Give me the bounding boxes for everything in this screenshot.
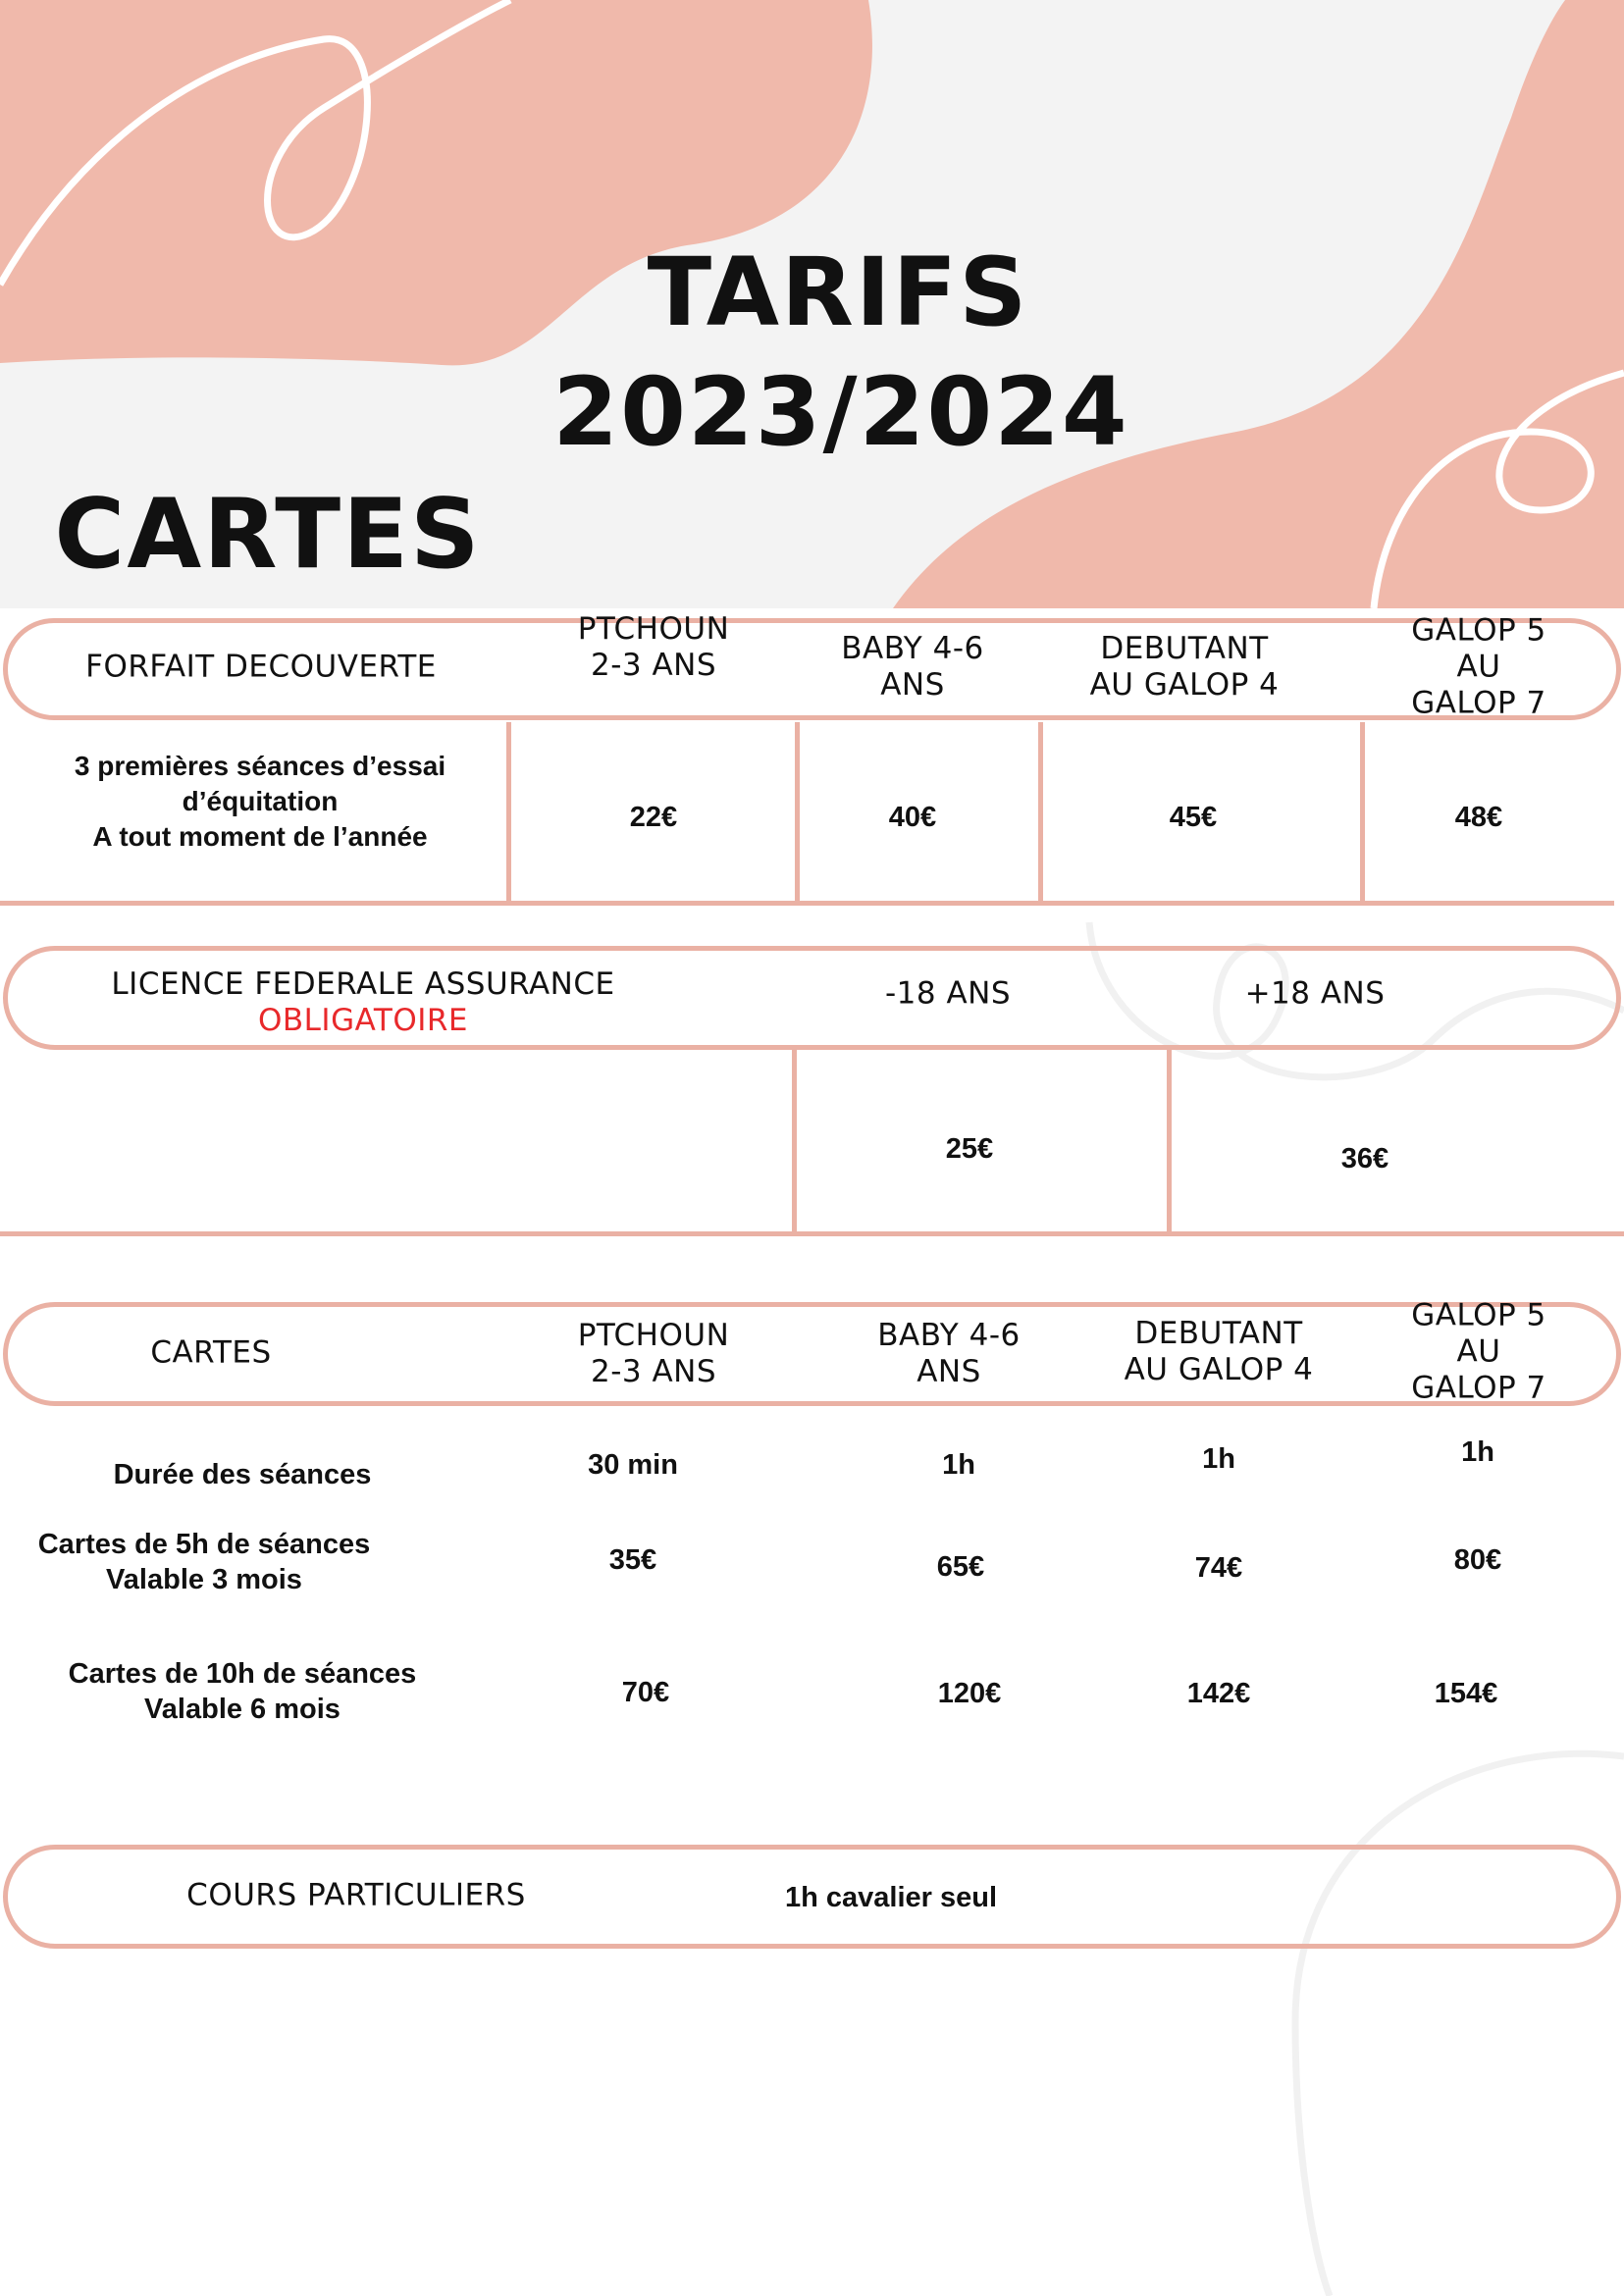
divider (792, 1050, 797, 1231)
cours-label: COURS PARTICULIERS (186, 1877, 526, 1913)
carte10-galop: 154€ (1434, 1678, 1498, 1709)
cartes-col-baby: BABY 4-6 ANS (877, 1318, 1021, 1389)
licence-price-over18: 36€ (1340, 1143, 1389, 1174)
forfait-col-galop: GALOP 5 AU GALOP 7 (1411, 612, 1546, 721)
cours-pill (3, 1845, 1621, 1949)
carte5-baby: 65€ (936, 1551, 985, 1583)
forfait-description: 3 premières séances d’essai d’équitation A… (74, 751, 446, 852)
duree-galop: 1h (1461, 1436, 1494, 1468)
cartes-label: CARTES (150, 1334, 272, 1371)
licence-header-pill (3, 946, 1621, 1050)
top-left-blob (0, 0, 872, 366)
cartes-header-pill (3, 1302, 1621, 1406)
forfait-label: FORFAIT DECOUVERTE (85, 649, 437, 685)
swirl-top-left (0, 0, 512, 287)
price-baby: 40€ (888, 802, 937, 833)
top-right-blob (893, 0, 1624, 608)
faint-swirl-bottom (1291, 1749, 1624, 2296)
row-label-carte-10h: Cartes de 10h de séances Valable 6 mois (68, 1658, 417, 1725)
required-label: OBLIGATOIRE (257, 1003, 469, 1038)
divider (506, 722, 511, 904)
forfait-col-debutant: DEBUTANT AU GALOP 4 (1089, 631, 1280, 703)
row-label-carte-5h: Cartes de 5h de séances Valable 3 mois (37, 1529, 371, 1595)
page-title: TARIFS (647, 237, 1029, 347)
divider (0, 1231, 1624, 1236)
licence-col-over18: +18 ANS (1244, 975, 1386, 1012)
duree-baby: 1h (942, 1449, 975, 1481)
licence-price-under18: 25€ (945, 1133, 994, 1165)
carte5-ptchoun: 35€ (608, 1544, 657, 1576)
season: 2023/2024 (552, 357, 1129, 467)
forfait-header-pill (3, 618, 1621, 720)
row-label-duree: Durée des séances (113, 1459, 372, 1490)
duree-debutant: 1h (1202, 1443, 1235, 1475)
swirl-right (1370, 369, 1624, 609)
cartes-col-galop: GALOP 5 AU GALOP 7 (1411, 1297, 1546, 1406)
carte5-debutant: 74€ (1194, 1552, 1243, 1584)
carte5-galop: 80€ (1453, 1544, 1502, 1576)
cours-detail: 1h cavalier seul (784, 1882, 998, 1913)
price-galop: 48€ (1454, 802, 1503, 833)
faint-swirl-mid (1085, 921, 1624, 1081)
divider (1038, 722, 1043, 904)
divider (1167, 1050, 1172, 1231)
carte10-ptchoun: 70€ (621, 1677, 670, 1708)
carte10-debutant: 142€ (1186, 1678, 1251, 1709)
licence-label: LICENCE FEDERALE ASSURANCE OBLIGATOIRE (111, 966, 615, 1038)
divider (1360, 722, 1365, 904)
price-debutant: 45€ (1169, 802, 1218, 833)
licence-col-under18: -18 ANS (884, 975, 1012, 1012)
forfait-col-ptchoun: PTCHOUN 2-3 ANS (577, 611, 730, 683)
carte10-baby: 120€ (937, 1678, 1002, 1709)
cartes-col-debutant: DEBUTANT AU GALOP 4 (1124, 1316, 1314, 1387)
cartes-col-ptchoun: PTCHOUN 2-3 ANS (577, 1318, 730, 1389)
divider (795, 722, 800, 904)
divider (0, 901, 1614, 906)
duree-ptchoun: 30 min (588, 1449, 678, 1481)
price-ptchoun: 22€ (629, 802, 678, 833)
section-title: CARTES (54, 479, 482, 591)
forfait-col-baby: BABY 4-6 ANS (841, 631, 984, 703)
